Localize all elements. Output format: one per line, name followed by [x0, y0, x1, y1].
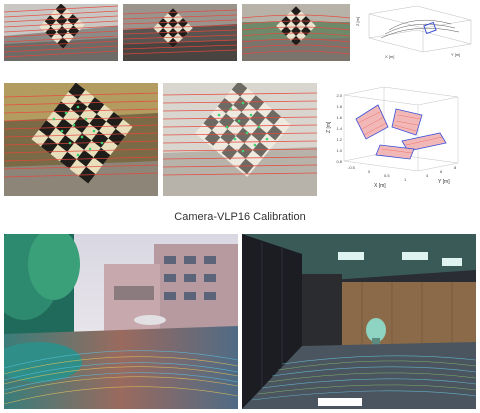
calib-photo-3 — [242, 4, 350, 61]
small-axis-x-label: X [m] — [385, 54, 394, 59]
calib-photo-4 — [4, 83, 158, 196]
y-tick-2: 8 — [454, 165, 457, 170]
z-tick-4: 1.2 — [336, 137, 342, 142]
indoor-pointcloud-photo — [242, 234, 476, 409]
large-axis-y-label: Y [m] — [438, 179, 450, 185]
calib-photo-1 — [4, 4, 118, 61]
outdoor-pointcloud-photo — [4, 234, 238, 409]
y-tick-1: 6 — [440, 169, 443, 174]
x-tick-3: 1 — [404, 177, 407, 182]
calib-photo-2 — [123, 4, 237, 61]
large-axis-x-label: X [m] — [374, 183, 386, 189]
x-tick-2: 0.5 — [384, 173, 390, 178]
z-tick-2: 1.6 — [336, 115, 342, 120]
large-axis-z-label: Z [m] — [326, 121, 332, 133]
z-tick-6: 0.8 — [336, 159, 342, 164]
point-cloud-plot-large: 2.0 1.8 1.6 1.4 1.2 1.0 0.8 -0.5 0 0.5 1… — [322, 83, 476, 196]
x-tick-1: 0 — [368, 169, 371, 174]
z-tick-3: 1.4 — [336, 126, 342, 131]
point-cloud-plot-small: Z [m] X [m] Y [m] — [355, 4, 476, 61]
y-tick-0: 4 — [426, 173, 429, 178]
small-axis-z-label: Z [m] — [355, 17, 360, 26]
z-tick-0: 2.0 — [336, 93, 342, 98]
z-tick-1: 1.8 — [336, 104, 342, 109]
z-tick-5: 1.0 — [336, 148, 342, 153]
figure-caption: Camera-VLP16 Calibration — [174, 211, 306, 223]
calib-photo-5 — [163, 83, 317, 196]
small-axis-y-label: Y [m] — [451, 52, 460, 57]
x-tick-0: -0.5 — [348, 165, 356, 170]
